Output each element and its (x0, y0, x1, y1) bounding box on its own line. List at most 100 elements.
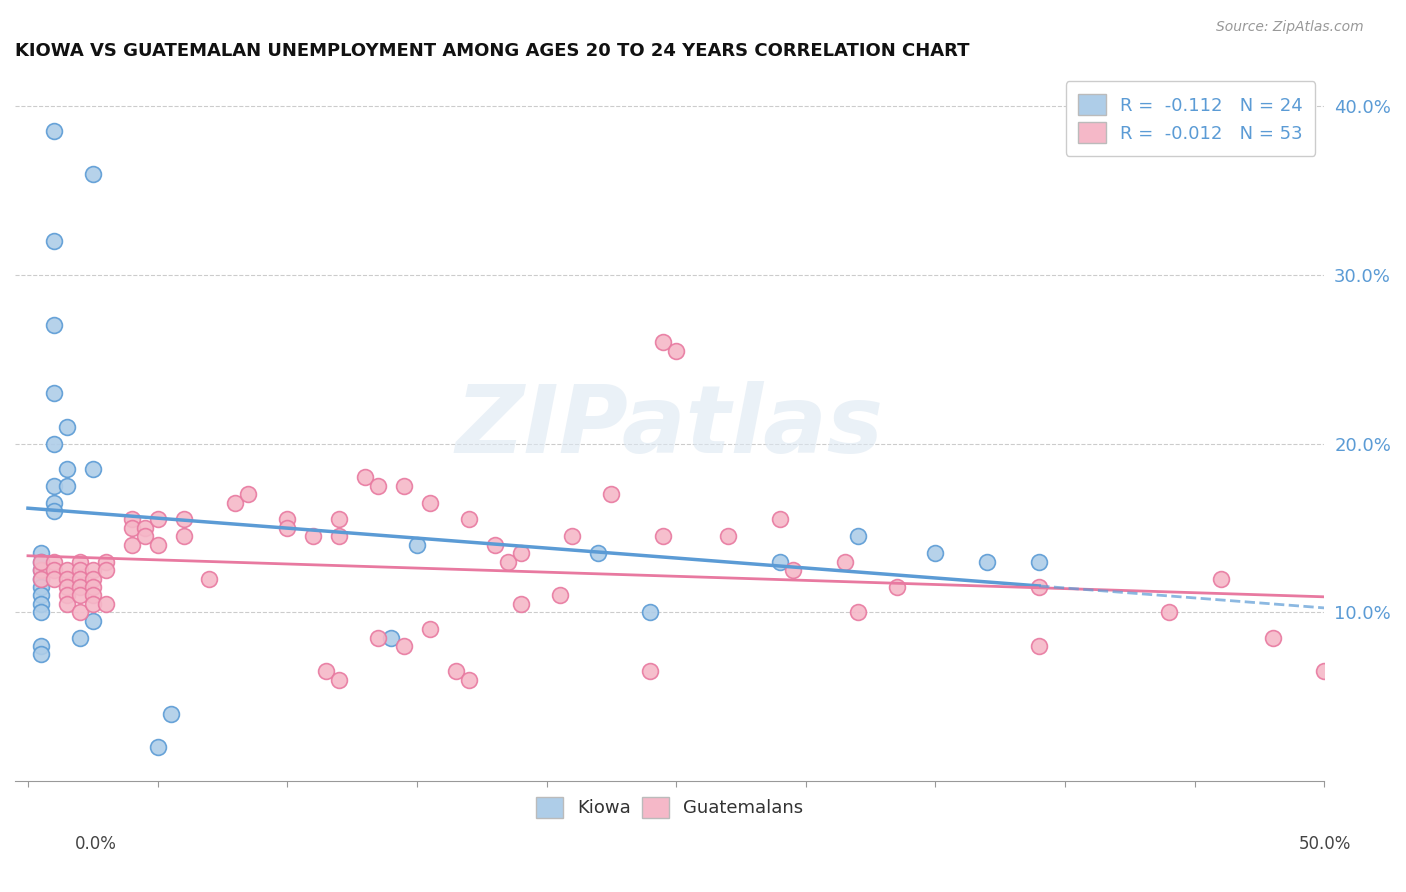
Point (509, 597, 531, 611)
Point (444, 665, 467, 679)
Point (276, 521, 298, 535)
Point (924, 546, 946, 560)
Point (1365, 639, 1388, 653)
Point (561, 529, 583, 543)
Point (367, 479, 389, 493)
Point (224, 495, 246, 509)
Point (56, 572, 79, 586)
Point (30, 572, 52, 586)
Point (30, 563, 52, 577)
Point (30, 555, 52, 569)
Point (1313, 665, 1336, 679)
Point (159, 706, 181, 721)
Point (134, 529, 156, 543)
Point (30, 580, 52, 594)
Point (42, 436, 65, 450)
Point (1028, 580, 1050, 594)
Point (56, 589, 79, 603)
Point (782, 563, 804, 577)
Point (56, 419, 79, 434)
Point (419, 622, 441, 636)
Point (42, 124, 65, 138)
Point (82, 614, 104, 628)
Point (94, 597, 117, 611)
Text: 50.0%: 50.0% (1298, 835, 1351, 853)
Point (42, 386, 65, 401)
Point (509, 546, 531, 560)
Point (600, 487, 623, 501)
Point (638, 605, 661, 619)
Point (886, 580, 908, 594)
Point (82, 563, 104, 577)
Text: KIOWA VS GUATEMALAN UNEMPLOYMENT AMONG AGES 20 TO 24 YEARS CORRELATION CHART: KIOWA VS GUATEMALAN UNEMPLOYMENT AMONG A… (15, 42, 970, 60)
Point (367, 631, 389, 645)
Point (1339, 589, 1361, 603)
Point (42, 318, 65, 333)
Point (69, 555, 91, 569)
Point (82, 167, 104, 181)
Point (302, 529, 325, 543)
Point (406, 538, 429, 552)
Point (121, 521, 143, 535)
Point (69, 580, 91, 594)
Point (457, 512, 479, 526)
Point (392, 639, 415, 653)
Point (42, 234, 65, 248)
Point (69, 631, 91, 645)
Point (30, 563, 52, 577)
Point (82, 580, 104, 594)
Point (238, 487, 260, 501)
Point (328, 529, 350, 543)
Point (42, 572, 65, 586)
Point (121, 538, 143, 552)
Point (354, 470, 377, 484)
Point (56, 580, 79, 594)
Point (1209, 572, 1232, 586)
Point (380, 631, 402, 645)
Point (419, 495, 441, 509)
Point (638, 665, 661, 679)
Point (392, 479, 415, 493)
Point (94, 555, 117, 569)
Point (82, 597, 104, 611)
Point (1391, 665, 1406, 679)
Point (173, 529, 195, 543)
Point (82, 572, 104, 586)
Point (315, 665, 337, 679)
Point (328, 673, 350, 687)
Point (30, 555, 52, 569)
Point (484, 538, 506, 552)
Point (1261, 631, 1284, 645)
Point (69, 605, 91, 619)
Point (30, 572, 52, 586)
Point (42, 495, 65, 509)
Point (769, 512, 792, 526)
Point (496, 555, 519, 569)
Point (769, 555, 792, 569)
Point (42, 504, 65, 518)
Point (276, 512, 298, 526)
Point (457, 673, 479, 687)
Point (146, 538, 169, 552)
Point (652, 529, 675, 543)
Point (1028, 639, 1050, 653)
Point (30, 589, 52, 603)
Point (198, 572, 221, 586)
Point (82, 462, 104, 476)
Point (42, 555, 65, 569)
Point (69, 572, 91, 586)
Text: 0.0%: 0.0% (75, 835, 117, 853)
Point (665, 343, 688, 358)
Point (1157, 605, 1180, 619)
Point (30, 639, 52, 653)
Text: ZIPatlas: ZIPatlas (456, 381, 884, 473)
Point (56, 462, 79, 476)
Point (846, 605, 869, 619)
Point (976, 555, 998, 569)
Text: Source: ZipAtlas.com: Source: ZipAtlas.com (1216, 20, 1364, 34)
Point (82, 589, 104, 603)
Point (56, 597, 79, 611)
Point (717, 529, 740, 543)
Legend: Kiowa, Guatemalans: Kiowa, Guatemalans (529, 789, 811, 825)
Point (56, 563, 79, 577)
